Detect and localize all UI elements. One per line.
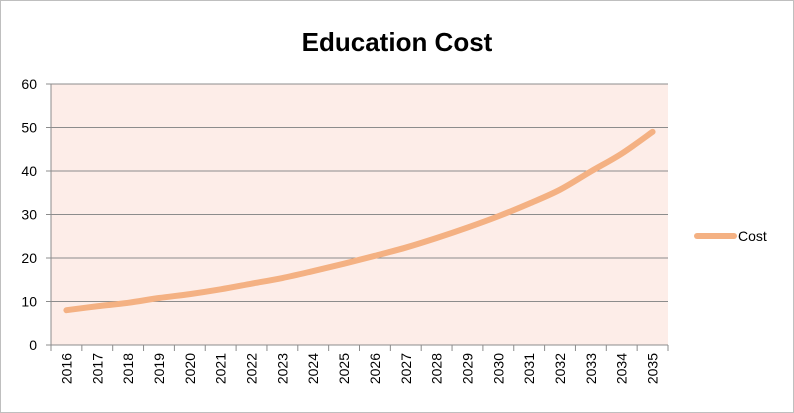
- data-point-2035: [650, 129, 656, 135]
- x-axis: 2016 2017 2018 2019 2020 2021 2022 2023 2024 2025…: [50, 344, 669, 384]
- data-point-2027: [403, 245, 409, 251]
- data-point-2034: [619, 151, 625, 157]
- data-point-2017: [94, 303, 100, 309]
- data-point-2032: [557, 187, 563, 193]
- data-point-2018: [125, 300, 131, 306]
- x-tick-label: 2016: [58, 353, 74, 384]
- data-point-2023: [279, 275, 285, 281]
- x-tick-label: 2025: [336, 353, 352, 384]
- x-tick-label: 2032: [552, 353, 568, 384]
- y-tick-label: 60: [21, 76, 37, 92]
- legend: Cost: [694, 228, 767, 244]
- x-tick-label: 2019: [151, 353, 167, 384]
- x-tick-label: 2033: [583, 353, 599, 384]
- y-tick-label: 30: [21, 207, 37, 223]
- x-tick-label: 2017: [89, 353, 105, 384]
- y-tick-label: 10: [21, 294, 37, 310]
- x-tick-label: 2027: [398, 353, 414, 384]
- data-point-2024: [310, 268, 316, 274]
- data-point-2025: [341, 261, 347, 267]
- y-tick-label: 50: [21, 120, 37, 136]
- x-tick-label: 2029: [459, 353, 475, 384]
- data-point-2022: [249, 281, 255, 287]
- x-tick-label: 2030: [490, 353, 506, 384]
- x-tick-label: 2031: [521, 353, 537, 384]
- x-tick-label: 2026: [367, 353, 383, 384]
- data-point-2016: [63, 307, 69, 313]
- x-tick-label: 2021: [213, 353, 229, 384]
- x-tick-label: 2023: [274, 353, 290, 384]
- data-point-2031: [526, 201, 532, 207]
- legend-label: Cost: [738, 228, 767, 244]
- data-point-2021: [218, 286, 224, 292]
- data-point-2026: [372, 253, 378, 259]
- series-layer: [63, 128, 656, 314]
- y-tick-label: 20: [21, 250, 37, 266]
- y-axis: 0 10 20 30 40 50 60: [21, 76, 52, 353]
- x-tick-label: 2035: [645, 353, 661, 384]
- chart-title: Education Cost: [302, 27, 493, 57]
- x-tick-label: 2034: [614, 353, 630, 384]
- x-tick-label: 2022: [244, 353, 260, 384]
- x-tick-label: 2020: [182, 353, 198, 384]
- x-tick-label: 2028: [429, 353, 445, 384]
- y-tick-label: 40: [21, 163, 37, 179]
- x-tick-label: 2024: [305, 353, 321, 384]
- data-point-2033: [588, 168, 594, 174]
- x-tick-label: 2018: [120, 353, 136, 384]
- series-line-cost: [63, 128, 656, 314]
- data-point-2028: [434, 235, 440, 241]
- data-point-2029: [464, 225, 470, 231]
- data-point-2030: [495, 213, 501, 219]
- data-point-2019: [156, 295, 162, 301]
- y-tick-label: 0: [29, 337, 37, 353]
- data-point-2020: [187, 291, 193, 297]
